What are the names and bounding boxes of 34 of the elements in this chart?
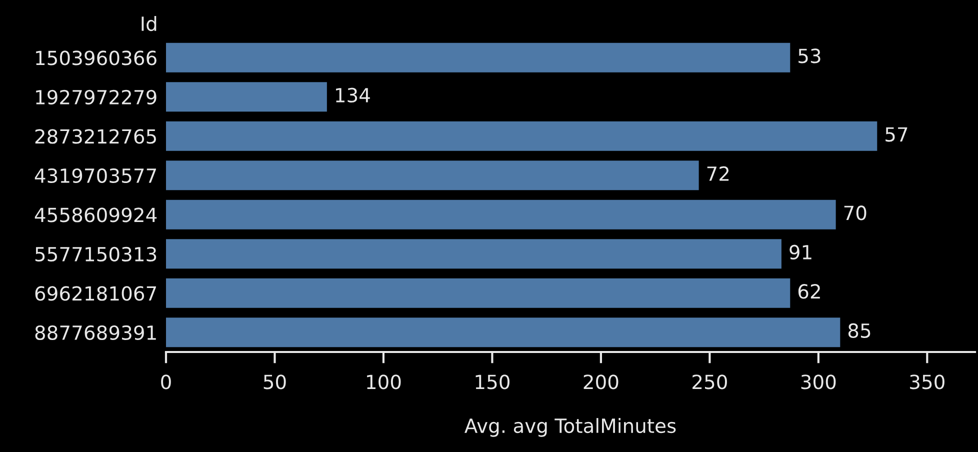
y-tick-label: 8877689391 bbox=[35, 325, 156, 340]
bar bbox=[166, 82, 327, 112]
y-tick-label: 4319703577 bbox=[34, 168, 156, 184]
x-tick-label: 50 bbox=[264, 374, 286, 390]
x-tick-label: 250 bbox=[692, 374, 727, 390]
annotation: 57 bbox=[886, 127, 908, 142]
y-tick-label: 5577150313 bbox=[35, 246, 156, 262]
x-tick-label: 200 bbox=[584, 374, 618, 390]
annotation: 72 bbox=[707, 166, 729, 181]
bar bbox=[166, 278, 790, 308]
y-tick-label: 4558609924 bbox=[34, 208, 157, 222]
bar bbox=[166, 160, 699, 190]
bar bbox=[166, 239, 782, 269]
x-axis-title: Avg. avg TotalMinutes bbox=[464, 418, 676, 437]
annotation: 91 bbox=[790, 244, 812, 260]
x-tick-label: 300 bbox=[801, 374, 836, 390]
x-tick-label: 150 bbox=[476, 374, 510, 390]
y-axis-title: Id bbox=[142, 16, 156, 32]
y-tick-label: 2873212765 bbox=[35, 129, 156, 144]
annotation: 134 bbox=[336, 88, 370, 103]
y-tick-label: 1503960366 bbox=[36, 50, 156, 66]
x-tick-label: 0 bbox=[161, 374, 171, 390]
bar bbox=[166, 121, 878, 151]
annotation: 70 bbox=[844, 206, 866, 220]
annotation: 53 bbox=[798, 48, 820, 64]
bar bbox=[166, 318, 840, 348]
y-tick-label: 6962181067 bbox=[35, 286, 156, 301]
x-tick-label: 100 bbox=[367, 374, 401, 390]
x-tick-label: 350 bbox=[910, 374, 944, 390]
annotation: 85 bbox=[848, 323, 870, 338]
bar bbox=[166, 42, 790, 72]
y-tick-label: 1927972279 bbox=[36, 90, 156, 105]
annotation: 62 bbox=[798, 284, 820, 299]
bar bbox=[166, 200, 836, 230]
